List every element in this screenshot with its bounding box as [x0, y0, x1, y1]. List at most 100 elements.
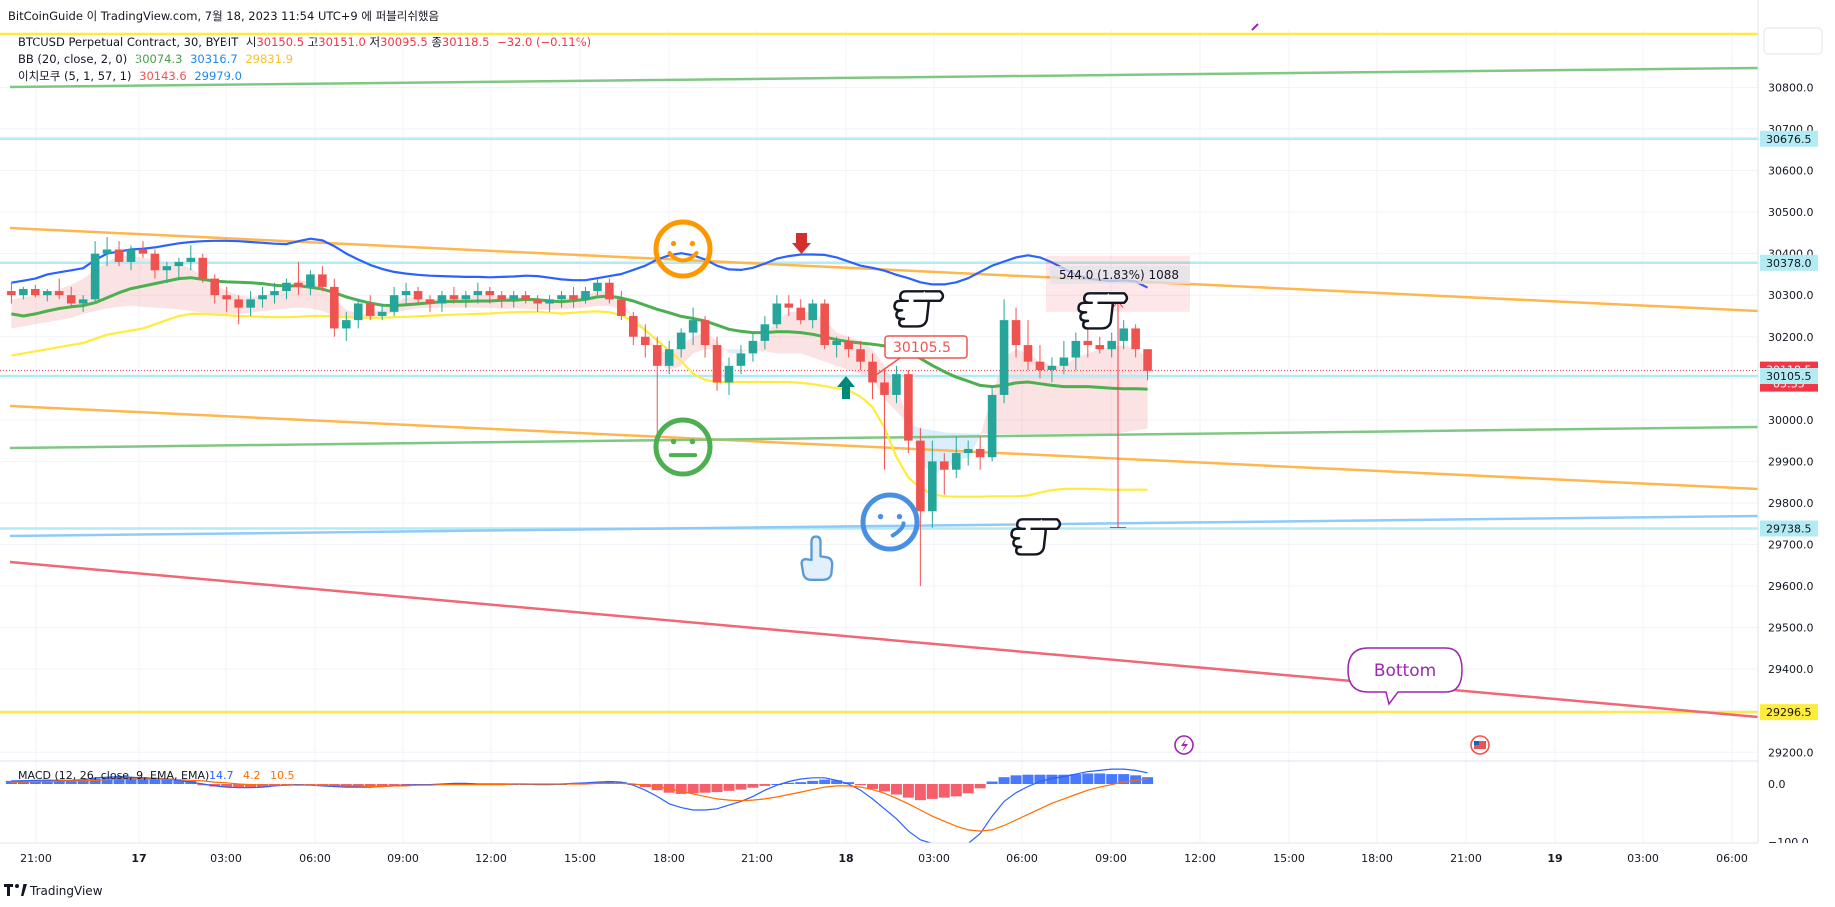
- candle-body: [294, 282, 303, 287]
- macd-histogram-bar: [1142, 777, 1154, 784]
- candle-body: [916, 440, 925, 512]
- cloud-segment: [1016, 349, 1028, 434]
- time-tick-label: 18:00: [1361, 852, 1393, 865]
- candle-body: [126, 249, 136, 262]
- candle-body: [808, 303, 818, 321]
- price-level-tag: [1760, 368, 1818, 385]
- candle-body: [1107, 340, 1117, 350]
- candle-body: [772, 303, 782, 325]
- bb-legend-row[interactable]: BB (20, close, 2, 0) 30074.3 30316.7 298…: [18, 51, 591, 68]
- macd-histogram-bar: [735, 784, 747, 790]
- macd-histogram-bar: [113, 776, 125, 784]
- price-level-value: 29296.5: [1766, 706, 1812, 719]
- macd-histogram-bar: [1130, 775, 1142, 784]
- candle-body: [413, 291, 423, 300]
- cloud-segment: [740, 347, 753, 354]
- cloud-segment: [1039, 361, 1052, 434]
- macd-histogram-bar: [675, 784, 687, 794]
- face-eye: [896, 513, 903, 520]
- price-change: −32.0 (−0.11%): [497, 35, 592, 49]
- cloud-segment: [1075, 353, 1088, 434]
- macd-histogram-bar: [878, 784, 890, 792]
- macd-histogram-bar: [1094, 773, 1106, 784]
- neutral-face-icon: [653, 417, 713, 477]
- macd-histogram-bar: [1082, 773, 1094, 784]
- macd-histogram-bar: [986, 781, 998, 784]
- candle-body: [186, 257, 196, 262]
- macd-histogram-bar: [1046, 774, 1058, 784]
- bb-lower-line: [11, 310, 1148, 498]
- hand-finger: [1030, 518, 1062, 531]
- candle-body: [282, 282, 291, 292]
- candle-body: [999, 320, 1009, 395]
- macd-legend-label: MACD (12, 26, close, 9, EMA, EMA): [18, 769, 209, 782]
- candle-body: [234, 299, 243, 308]
- cloud-segment: [836, 332, 849, 370]
- candle-body: [640, 336, 650, 346]
- price-tick-label: 30000.0: [1768, 414, 1814, 427]
- macd-histogram-bar: [1106, 774, 1118, 784]
- time-tick-label: 15:00: [564, 852, 596, 865]
- time-axis[interactable]: 21:00 17 03:00 06:00 09:00 12:00 15:00 18:00 21:…: [0, 842, 1835, 865]
- candle-body: [90, 253, 100, 300]
- face-eye: [689, 240, 696, 247]
- candle-body: [605, 282, 614, 300]
- cloud-segment: [35, 293, 48, 325]
- macd-histogram-bar: [149, 777, 161, 784]
- price-level-tag: [1760, 704, 1818, 721]
- candle-body: [521, 295, 530, 300]
- candle-body: [425, 299, 435, 304]
- face-eye: [689, 438, 696, 445]
- time-tick-label: 06:00: [1716, 852, 1748, 865]
- trend-line-red: [9, 560, 1759, 719]
- candle-body: [7, 291, 16, 296]
- macd-histogram-bar: [819, 779, 831, 784]
- ichimoku-legend-row[interactable]: 이치모쿠 (5, 1, 57, 1) 30143.6 29979.0: [18, 68, 591, 85]
- price-tick-label: 30500.0: [1768, 206, 1814, 219]
- ohlc-open-label: 시: [245, 35, 257, 49]
- ohlc-low-label: 저: [369, 35, 381, 49]
- time-tick-label: 21:00: [1450, 852, 1482, 865]
- price-tick-label: 29200.0: [1768, 746, 1814, 759]
- time-tick-label: 09:00: [387, 852, 419, 865]
- macd-histogram-bar: [245, 784, 257, 788]
- candle-body: [497, 295, 507, 300]
- price-tick-label: 30300.0: [1768, 289, 1814, 302]
- candles: [7, 237, 1152, 587]
- candle-body: [545, 299, 554, 304]
- candle-body: [700, 320, 710, 346]
- price-callout-label: 30105.5: [893, 340, 951, 356]
- candle-body: [19, 288, 28, 296]
- macd-histogram-bar: [890, 784, 902, 795]
- candle-body: [1059, 357, 1069, 366]
- time-tick-label: 21:00: [741, 852, 773, 865]
- symbol-legend-row[interactable]: BTCUSD Perpetual Contract, 30, BYBIT 시30…: [18, 34, 591, 51]
- time-tick-label: 12:00: [475, 852, 507, 865]
- candle-body: [880, 382, 889, 395]
- time-tick-label: 03:00: [210, 852, 242, 865]
- pointing-hand-icon: [1010, 518, 1062, 556]
- price-tick-label: 29400.0: [1768, 663, 1814, 676]
- cloud-segment: [717, 340, 729, 354]
- candle-body: [856, 349, 865, 362]
- macd-histogram-bar: [759, 784, 771, 786]
- time-tick-label: 18:00: [653, 852, 685, 865]
- macd-histogram-bar: [364, 784, 376, 788]
- macd-histogram-bar: [137, 777, 149, 784]
- price-axis[interactable]: 29200.029300.029400.029500.029600.029700…: [1757, 0, 1835, 849]
- macd-histogram-bar: [65, 780, 77, 784]
- price-tick-label: 29500.0: [1768, 622, 1814, 635]
- candle-body: [868, 361, 877, 383]
- macd-histogram-bar: [29, 780, 41, 784]
- tradingview-logo-icon: [4, 884, 30, 896]
- time-axis-bg: [0, 843, 1835, 865]
- candle-body: [581, 291, 590, 300]
- price-level-value: 30105.5: [1766, 370, 1812, 383]
- candle-body: [162, 266, 172, 271]
- macd-histogram-bar: [711, 784, 723, 793]
- footer-brand[interactable]: TradingView: [4, 884, 103, 898]
- cloud-segment: [119, 255, 131, 307]
- macd-histogram-bar: [938, 784, 950, 798]
- candle-body: [712, 345, 722, 383]
